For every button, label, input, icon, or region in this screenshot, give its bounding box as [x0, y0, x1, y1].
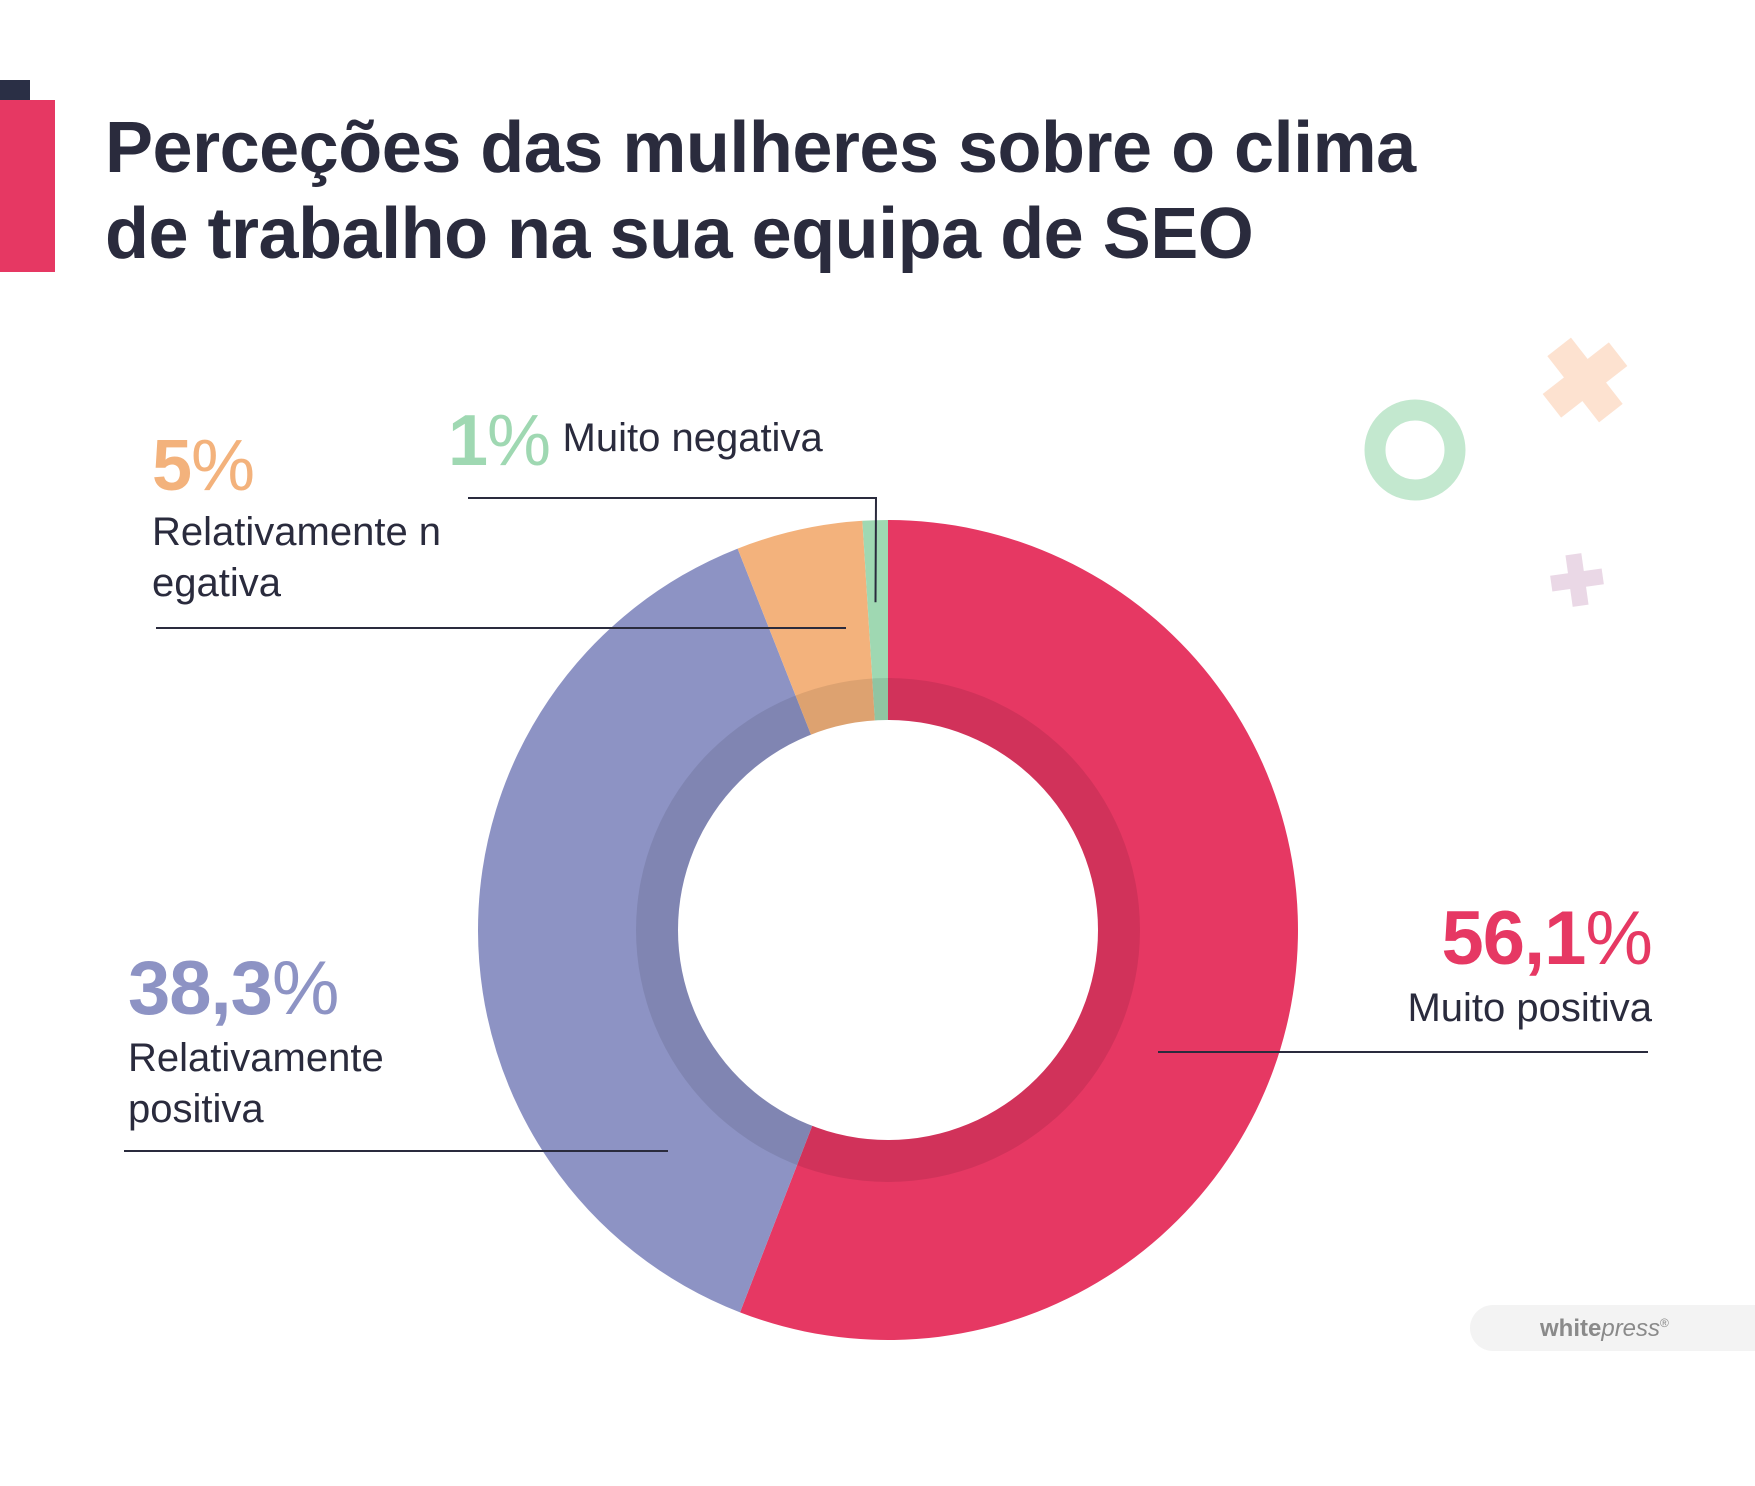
- label-relativamente-negativa: 5% Relativamente negativa: [152, 425, 452, 609]
- name-muito-positiva: Muito positiva: [1407, 986, 1652, 1030]
- title-accent-dark: [0, 80, 30, 102]
- green-ring-icon: [1364, 399, 1466, 501]
- leader-lines: [124, 497, 1648, 1152]
- pct-relativamente-negativa: 5%: [152, 426, 255, 506]
- chart-title-line-1: Perceções das mulheres sobre o clima: [105, 108, 1416, 188]
- label-relativamente-positiva: 38,3% Relativamente positiva: [128, 945, 508, 1135]
- leader-line-muito-negativa: [468, 497, 878, 603]
- name-muito-negativa: Muito negativa: [562, 416, 823, 460]
- title-accent-bar: [0, 100, 55, 272]
- chart-title-line-2: de trabalho na sua equipa de SEO: [105, 194, 1254, 274]
- lilac-plus-icon: [1550, 553, 1604, 607]
- label-muito-positiva: 56,1% Muito positiva: [1362, 895, 1653, 1034]
- name-relativamente-negativa: Relativamente negativa: [152, 510, 442, 605]
- watermark-logo: whitepress®: [1540, 1315, 1669, 1342]
- name-relativamente-positiva: Relativamente positiva: [128, 1036, 384, 1131]
- pct-relativamente-positiva: 38,3%: [128, 946, 339, 1031]
- label-muito-negativa: 1% Muito negativa: [448, 400, 823, 482]
- pct-muito-negativa: 1%: [448, 401, 551, 481]
- decorations: [1364, 337, 1628, 607]
- chart-title: Perceções das mulheres sobre o clima de …: [105, 105, 1665, 277]
- donut-hole: [678, 720, 1098, 1140]
- watermark: whitepress®: [1470, 1305, 1755, 1351]
- pct-muito-positiva: 56,1%: [1441, 896, 1653, 981]
- orange-cross-icon: [1542, 337, 1628, 423]
